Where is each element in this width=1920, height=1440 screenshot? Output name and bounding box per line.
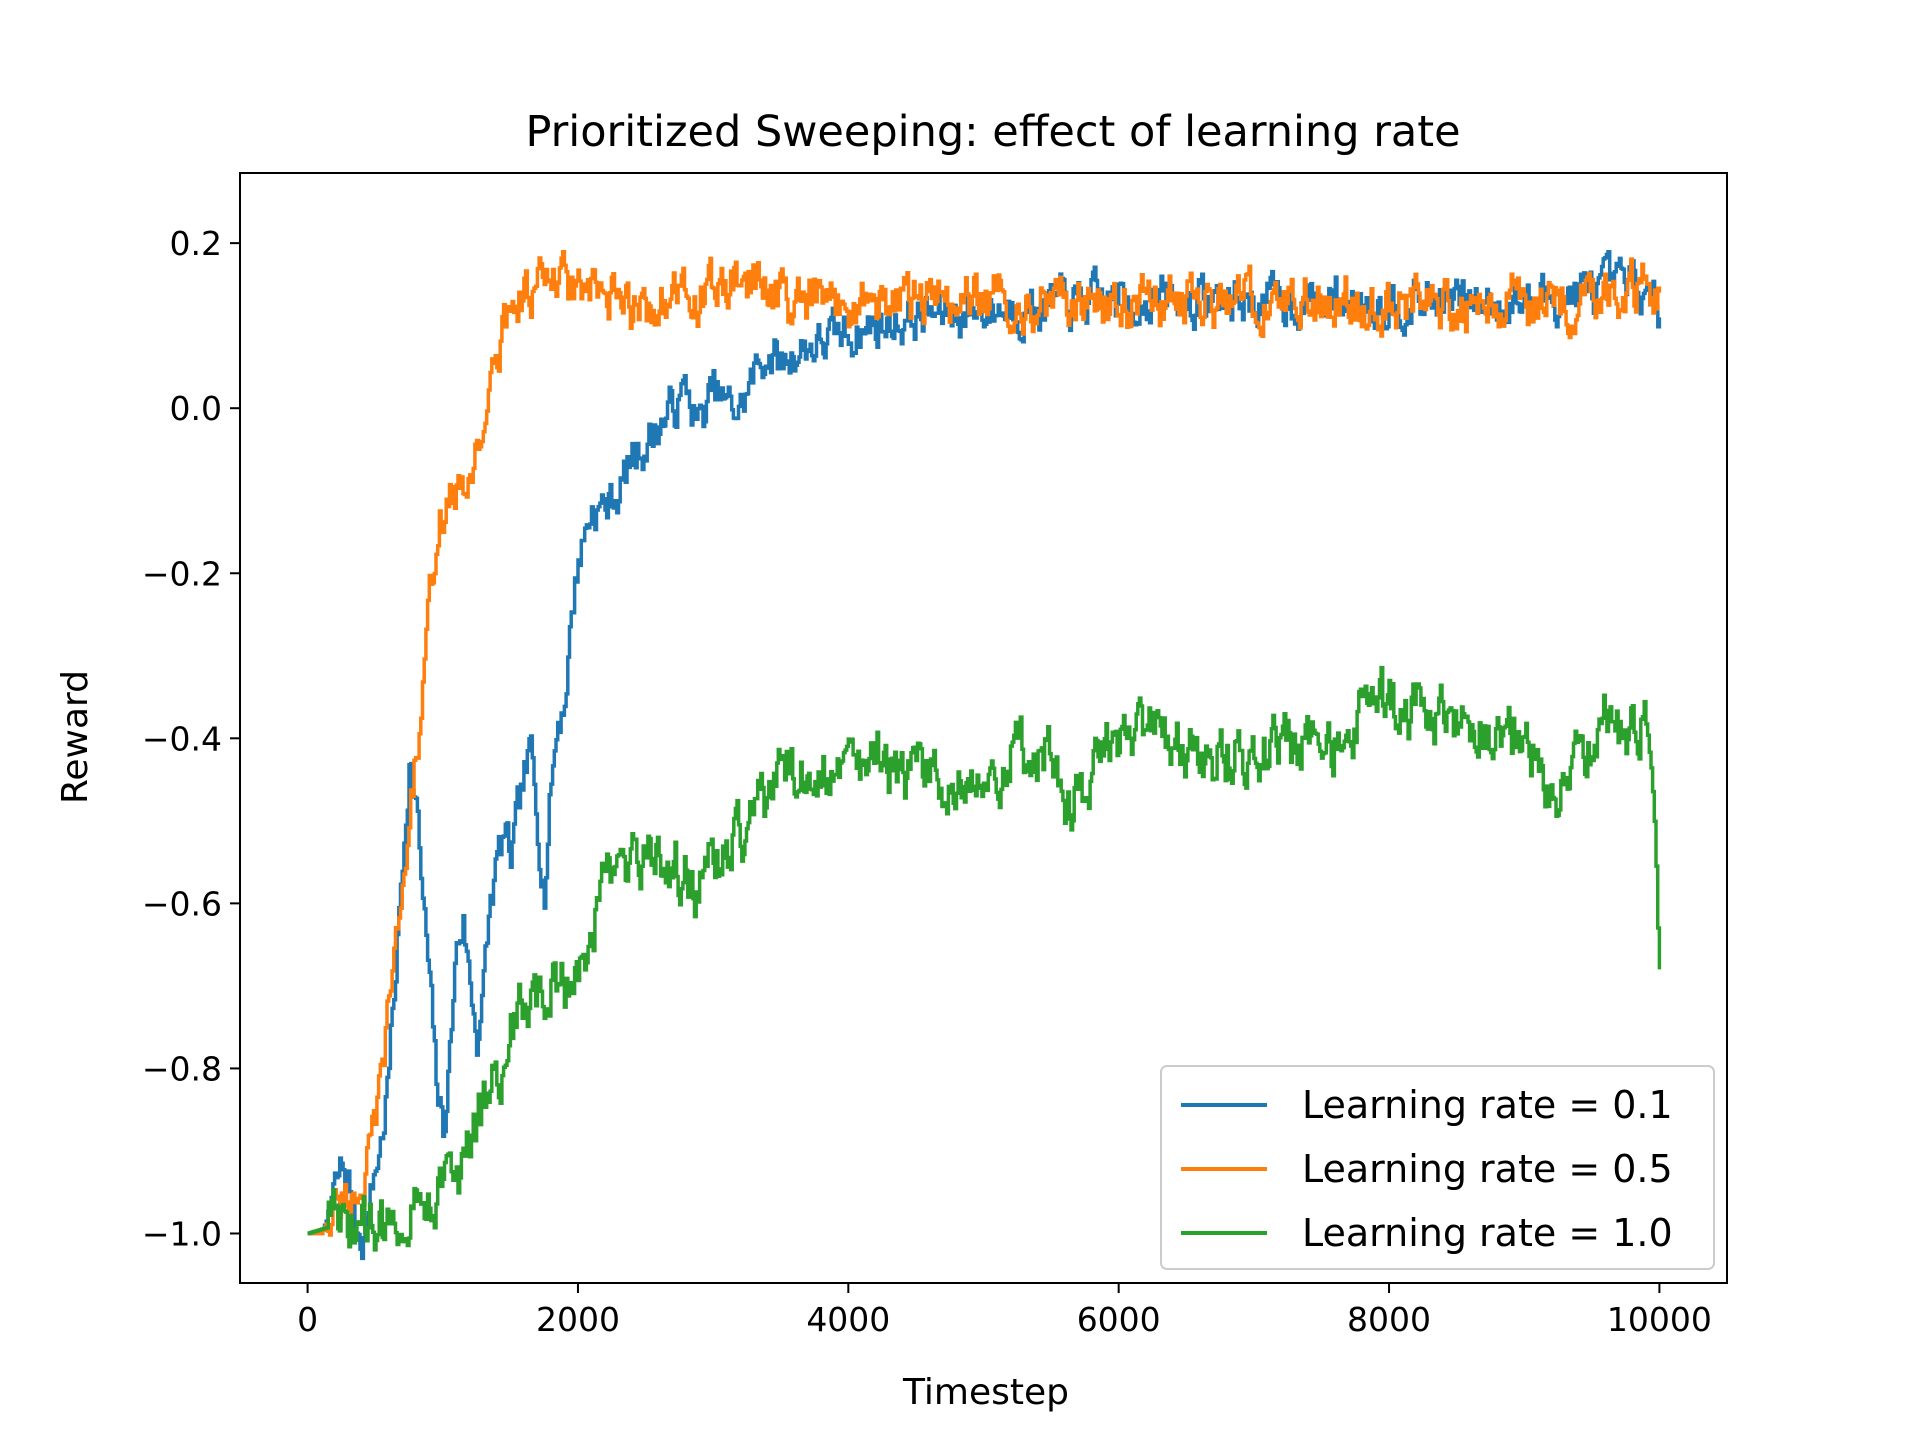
y-tick-label: 0.2 (170, 224, 222, 263)
y-tick-label: −0.2 (142, 554, 222, 593)
x-tick-label: 2000 (536, 1300, 620, 1339)
y-tick-label: −0.6 (142, 884, 222, 923)
legend: Learning rate = 0.1 Learning rate = 0.5 Le… (1160, 1065, 1715, 1270)
series-lines (307, 249, 1662, 1261)
series-line-2 (307, 250, 1662, 1237)
x-tick-label: 6000 (1077, 1300, 1161, 1339)
x-tick-label: 0 (297, 1300, 318, 1339)
x-tick-label: 10000 (1607, 1300, 1712, 1339)
legend-label-2: Learning rate = 0.5 (1302, 1147, 1673, 1191)
chart-title: Prioritized Sweeping: effect of learning… (525, 107, 1460, 157)
series-line-3 (307, 665, 1662, 1252)
x-tick-label: 8000 (1347, 1300, 1431, 1339)
legend-label-3: Learning rate = 1.0 (1302, 1211, 1673, 1255)
y-tick-label: −0.8 (142, 1049, 222, 1088)
legend-box (1160, 1065, 1715, 1270)
y-tick-label: −0.4 (142, 719, 222, 758)
legend-label-1: Learning rate = 0.1 (1302, 1083, 1673, 1127)
y-tick-label: 0.0 (170, 389, 222, 428)
x-axis-ticks: 0 2000 4000 6000 8000 10000 (297, 1283, 1712, 1339)
x-tick-label: 4000 (806, 1300, 890, 1339)
plot-frame (239, 172, 1728, 1284)
y-axis-title: Reward (55, 670, 96, 804)
x-axis-title: Timestep (902, 1372, 1069, 1413)
y-axis-ticks: −1.0 −0.8 −0.6 −0.4 −0.2 0.0 0.2 (142, 224, 240, 1253)
series-line-1 (307, 249, 1662, 1261)
y-tick-label: −1.0 (142, 1214, 222, 1253)
